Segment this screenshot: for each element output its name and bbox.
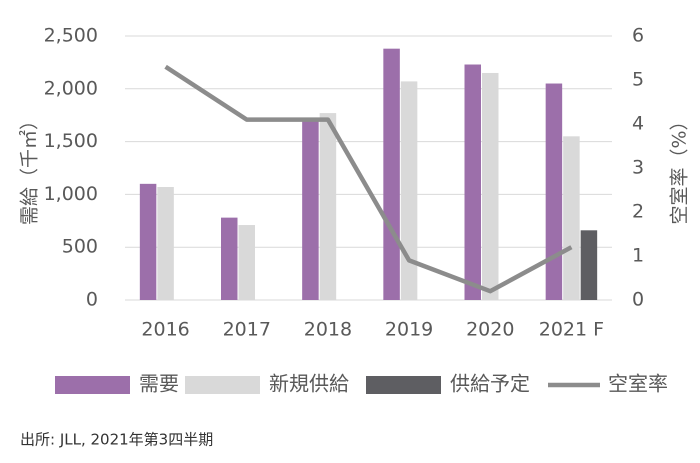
y2-tick-label: 3	[632, 157, 644, 179]
legend-label: 新規供給	[269, 372, 349, 396]
legend-label: 空室率	[608, 372, 668, 396]
y2-tick-label: 4	[632, 113, 644, 135]
x-tick-label: 2019	[385, 319, 433, 341]
bar	[139, 183, 157, 300]
y2-axis-title: 空室率（%）	[669, 111, 691, 224]
bar	[302, 118, 319, 300]
y2-tick-label: 0	[632, 289, 644, 311]
bar	[580, 230, 598, 300]
y-tick-label: 2,000	[44, 77, 98, 99]
y-axis-title: 需給（千㎡）	[18, 111, 41, 225]
legend-swatch	[55, 376, 130, 394]
bar	[221, 217, 238, 300]
legend-swatch	[366, 376, 441, 394]
y2-tick-label: 6	[632, 25, 644, 47]
legend-label: 需要	[139, 372, 179, 396]
y2-tick-label: 2	[632, 201, 644, 223]
bar	[383, 48, 400, 301]
bar	[319, 113, 337, 300]
y-tick-label: 2,500	[44, 25, 98, 47]
line	[164, 64, 573, 294]
source-note: 出所: JLL, 2021年第3四半期	[20, 431, 213, 449]
x-tick-label: 2021 F	[539, 319, 604, 341]
x-tick-label: 2016	[141, 319, 189, 341]
legend-swatch	[185, 376, 260, 394]
y-tick-label: 1,500	[44, 130, 98, 152]
y-tick-label: 0	[86, 289, 98, 311]
bar	[157, 187, 174, 300]
y2-tick-label: 5	[632, 69, 644, 91]
y-tick-label: 1,000	[44, 183, 98, 205]
x-tick-label: 2020	[466, 319, 514, 341]
x-tick-label: 2018	[304, 319, 352, 341]
bar	[400, 81, 418, 301]
x-tick-label: 2017	[223, 319, 271, 341]
bar	[545, 83, 563, 301]
bar	[238, 225, 255, 300]
legend-label: 供給予定	[450, 372, 530, 396]
y2-tick-label: 1	[632, 245, 644, 267]
bar	[464, 64, 481, 301]
y-tick-label: 500	[62, 236, 98, 258]
bar	[482, 72, 499, 301]
bar	[563, 136, 580, 300]
